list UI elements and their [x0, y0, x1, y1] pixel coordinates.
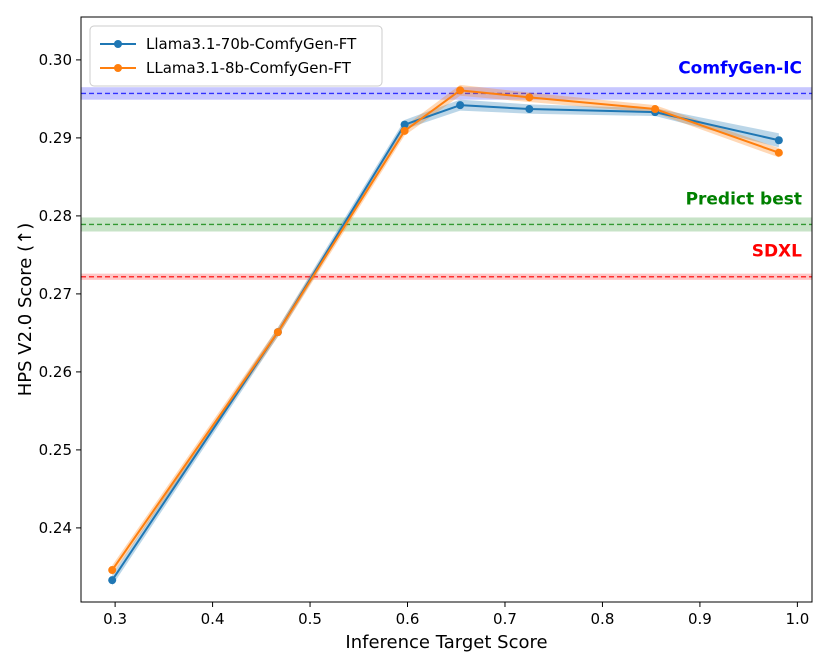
- series-1-point: [525, 105, 534, 114]
- x-tick-label: 0.5: [298, 610, 322, 628]
- y-tick-label: 0.28: [39, 207, 72, 225]
- y-axis-ticks: 0.24 0.25 0.26 0.27 0.28 0.29 0.30: [39, 51, 81, 537]
- plot-frame: [80, 16, 813, 603]
- y-tick-label: 0.29: [39, 129, 72, 147]
- ref-band-predict-best: [81, 217, 812, 232]
- legend-swatch-marker: [114, 40, 122, 48]
- series-2-band: [112, 84, 779, 575]
- legend: Llama3.1-70b-ComfyGen-FT LLama3.1-8b-Comf…: [89, 25, 383, 87]
- x-tick-label: 0.8: [591, 610, 615, 628]
- x-tick-label: 0.9: [688, 610, 712, 628]
- series-1-point: [774, 136, 783, 145]
- y-axis-label: HPS V2.0 Score (↑): [15, 223, 36, 396]
- ref-label-predict-best: Predict best: [686, 189, 802, 209]
- x-tick-label: 0.7: [493, 610, 517, 628]
- legend-box: [89, 25, 383, 87]
- ref-label-sdxl: SDXL: [752, 242, 802, 262]
- reference-lines: [81, 87, 812, 280]
- series-2-point: [456, 86, 465, 95]
- x-tick-label: 0.4: [201, 610, 225, 628]
- legend-swatch-marker: [114, 64, 122, 72]
- reference-labels: ComfyGen-IC Predict best SDXL: [678, 58, 802, 261]
- legend-entry: Llama3.1-70b-ComfyGen-FT: [146, 35, 357, 53]
- ref-label-comfygen-ic: ComfyGen-IC: [678, 58, 802, 78]
- series-1-point: [108, 576, 117, 585]
- series-2-point: [525, 93, 534, 102]
- series-2-point: [774, 148, 783, 157]
- series-1-point: [400, 120, 409, 129]
- x-axis-ticks: 0.3 0.4 0.5 0.6 0.7 0.8 0.9 1.0: [103, 602, 809, 628]
- y-tick-label: 0.25: [39, 441, 72, 459]
- series-2-point: [108, 566, 117, 575]
- y-tick-label: 0.30: [39, 51, 72, 69]
- series-1-band: [112, 99, 779, 586]
- ref-band-comfygen-ic: [81, 87, 812, 100]
- series-markers: [108, 86, 783, 585]
- x-tick-label: 1.0: [785, 610, 809, 628]
- series-2-point: [651, 105, 660, 114]
- series-bands: [112, 84, 779, 586]
- series-1-point: [456, 101, 465, 110]
- series-lines: [111, 89, 780, 581]
- x-axis-label: Inference Target Score: [345, 632, 547, 653]
- series-1-line: [111, 104, 780, 581]
- series-2-line: [111, 89, 780, 571]
- y-tick-label: 0.27: [39, 285, 72, 303]
- ref-band-sdxl: [81, 273, 812, 280]
- series-2-point: [273, 328, 282, 337]
- y-tick-label: 0.26: [39, 363, 72, 381]
- series-2-point: [400, 126, 409, 135]
- x-tick-label: 0.6: [396, 610, 420, 628]
- legend-entry: LLama3.1-8b-ComfyGen-FT: [146, 59, 352, 77]
- y-tick-label: 0.24: [39, 519, 72, 537]
- x-tick-label: 0.3: [103, 610, 127, 628]
